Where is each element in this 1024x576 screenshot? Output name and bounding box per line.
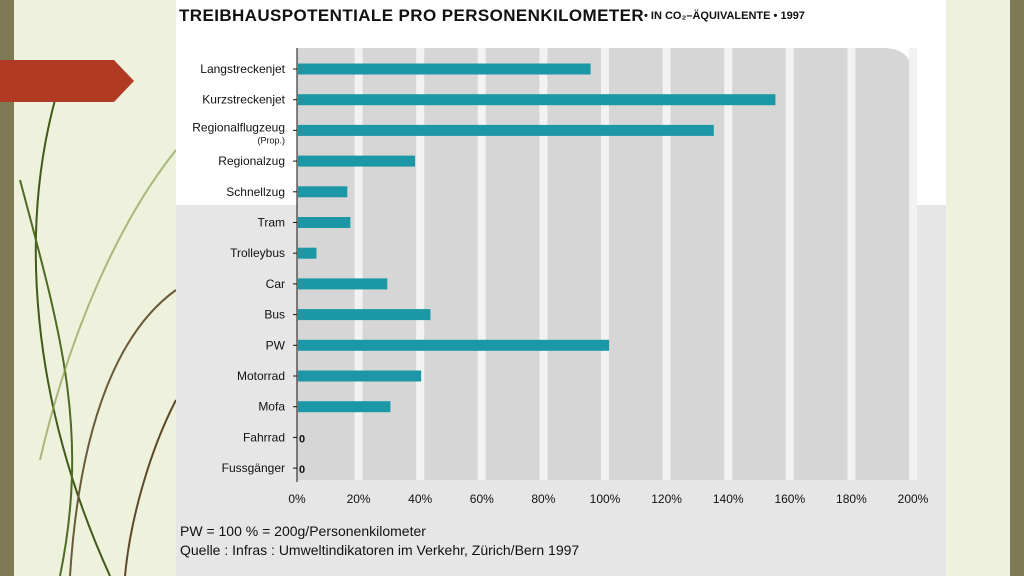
- data-label: 0: [299, 464, 305, 476]
- grid-line: [539, 48, 548, 480]
- x-tick-label: 100%: [590, 492, 621, 506]
- category-label: Regionalflugzeug: [192, 120, 285, 134]
- chart-panel: Langstreckenjet Kurzstreckenjet Regionalfl…: [176, 0, 946, 576]
- category-label: Kurzstreckenjet: [202, 93, 285, 107]
- bar: [298, 63, 591, 75]
- grid-line: [724, 48, 733, 480]
- chart-unit-note: • IN CO₂–ÄQUIVALENTE • 1997: [644, 10, 805, 22]
- footer-notes: PW = 100 % = 200g/Personenkilometer Quel…: [180, 522, 579, 560]
- category-label: Trolleybus: [230, 246, 285, 260]
- footnote-source: Quelle : Infras : Umweltindikatoren im V…: [180, 542, 580, 558]
- right-decorative-strip: [1010, 0, 1024, 576]
- data-label: 0: [299, 433, 305, 445]
- x-tick-label: 200%: [898, 492, 929, 506]
- x-tick-label: 120%: [651, 492, 682, 506]
- x-tick-label: 180%: [836, 492, 867, 506]
- bar-chart: Langstreckenjet Kurzstreckenjet Regionalfl…: [176, 48, 946, 576]
- arrow-shape: [0, 60, 134, 102]
- bar: [298, 155, 416, 167]
- bar: [298, 278, 388, 290]
- category-label: Motorrad: [237, 369, 285, 383]
- bar: [298, 186, 348, 198]
- category-label: Car: [266, 277, 285, 291]
- x-tick-label: 20%: [347, 492, 371, 506]
- category-label: Langstreckenjet: [200, 62, 285, 76]
- x-tick-label: 40%: [408, 492, 432, 506]
- grid-line: [662, 48, 671, 480]
- x-tick-label: 0%: [288, 492, 306, 506]
- grid-line: [601, 48, 609, 480]
- category-sublabel: (Prop.): [257, 135, 285, 145]
- grid-line: [416, 48, 425, 480]
- x-tick-label: 140%: [713, 492, 744, 506]
- category-label: Regionalzug: [218, 154, 285, 168]
- bar: [298, 309, 431, 321]
- category-label: Fahrrad: [243, 430, 285, 444]
- bar: [298, 401, 391, 413]
- grid-line: [785, 48, 794, 480]
- x-tick-label: 80%: [531, 492, 555, 506]
- bar: [298, 339, 610, 351]
- footnote-definition: PW = 100 % = 200g/Personenkilometer: [180, 523, 426, 539]
- grid-line: [354, 48, 363, 480]
- grid-line: [909, 48, 917, 480]
- bar: [298, 247, 317, 259]
- category-label: Tram: [257, 216, 285, 230]
- x-tick-label: 60%: [470, 492, 494, 506]
- category-label: Fussgänger: [222, 461, 285, 475]
- bar: [298, 124, 714, 136]
- grid-line: [477, 48, 486, 480]
- category-label: PW: [266, 338, 286, 352]
- left-decorative-strip: [0, 0, 14, 576]
- bar: [298, 370, 422, 382]
- x-tick-label: 160%: [774, 492, 805, 506]
- bar: [298, 94, 776, 106]
- bar: [298, 217, 351, 228]
- category-label: Bus: [264, 308, 285, 322]
- category-label: Mofa: [258, 400, 285, 414]
- category-label: Schnellzug: [226, 185, 285, 199]
- chart-title: TREIBHAUSPOTENTIALE PRO PERSONENKILOMETE…: [179, 6, 645, 25]
- grid-line: [847, 48, 856, 480]
